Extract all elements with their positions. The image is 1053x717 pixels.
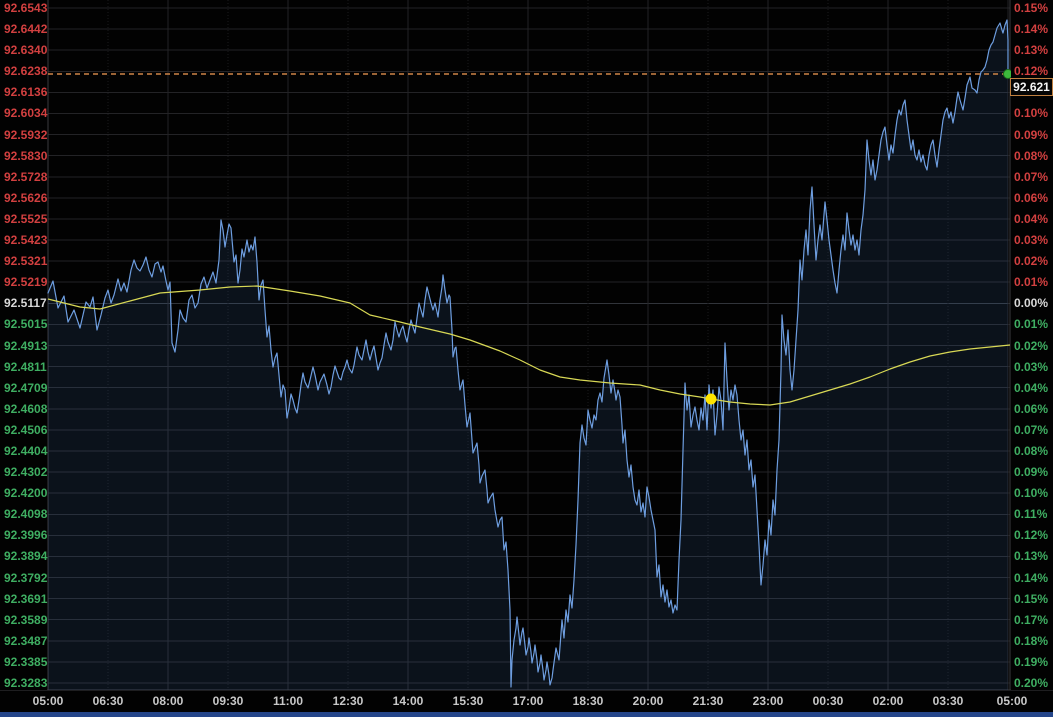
y-axis-percent-label: 0.12% bbox=[1014, 64, 1049, 79]
y-axis-price-label: 92.4608 bbox=[4, 401, 48, 416]
y-axis-price-label: 92.5321 bbox=[4, 254, 48, 269]
y-axis-price-label: 92.4811 bbox=[4, 359, 47, 374]
y-axis-percent-label: 0.09% bbox=[1014, 465, 1049, 480]
y-axis-percent-label: 0.06% bbox=[1014, 190, 1049, 205]
y-axis-price-label: 92.3589 bbox=[4, 612, 48, 627]
y-axis-price-label: 92.4506 bbox=[4, 422, 48, 437]
y-axis-price-label: 92.6543 bbox=[4, 1, 48, 15]
x-axis-time-label: 23:00 bbox=[752, 694, 784, 708]
x-axis-time-label: 08:00 bbox=[152, 694, 184, 708]
x-axis-time-label: 05:00 bbox=[996, 694, 1028, 708]
y-axis-percent-label: 0.07% bbox=[1014, 422, 1049, 437]
y-axis-price-label: 92.5015 bbox=[4, 317, 48, 332]
y-axis-percent-label: 0.10% bbox=[1014, 486, 1049, 501]
x-axis-time-label: 18:30 bbox=[572, 694, 604, 708]
y-axis-percent-label: 0.03% bbox=[1014, 233, 1049, 248]
y-axis-price-label: 92.4913 bbox=[4, 338, 48, 353]
x-axis-time-label: 17:00 bbox=[512, 694, 544, 708]
y-axis-percent-label: 0.08% bbox=[1014, 148, 1049, 163]
ma-marker-dot bbox=[705, 393, 717, 405]
y-axis-price-label: 92.3792 bbox=[4, 570, 48, 585]
y-axis-price-label: 92.5932 bbox=[4, 127, 48, 142]
x-axis-time-label: 06:30 bbox=[92, 694, 124, 708]
y-axis-percent-label: 0.13% bbox=[1014, 43, 1049, 58]
y-axis-percent-label: 0.01% bbox=[1014, 275, 1049, 290]
y-axis-percent-label: 0.12% bbox=[1014, 528, 1049, 543]
y-axis-percent-label: 0.02% bbox=[1014, 338, 1049, 353]
y-axis-price-label: 92.4200 bbox=[4, 486, 48, 501]
y-axis-percent-label: 0.09% bbox=[1014, 127, 1049, 142]
x-axis-time-label: 12:30 bbox=[332, 694, 364, 708]
y-axis-percent-label: 0.20% bbox=[1014, 676, 1049, 690]
right-axis-background bbox=[1011, 0, 1053, 690]
y-axis-price-label: 92.3283 bbox=[4, 676, 48, 690]
x-axis-time-label: 14:00 bbox=[392, 694, 424, 708]
y-axis-price-label: 92.6136 bbox=[4, 85, 48, 100]
x-axis-time-label: 15:30 bbox=[452, 694, 484, 708]
x-axis-time-label: 09:30 bbox=[212, 694, 244, 708]
y-axis-price-label: 92.5830 bbox=[4, 148, 48, 163]
y-axis-price-label: 92.6238 bbox=[4, 64, 48, 79]
y-axis-price-label: 92.3487 bbox=[4, 633, 48, 648]
y-axis-price-label: 92.4404 bbox=[4, 443, 48, 458]
y-axis-price-label: 92.5117 bbox=[4, 296, 47, 311]
y-axis-percent-label: 0.07% bbox=[1014, 169, 1049, 184]
y-axis-price-label: 92.3385 bbox=[4, 654, 48, 669]
y-axis-price-label: 92.5525 bbox=[4, 211, 48, 226]
y-axis-price-label: 92.4302 bbox=[4, 465, 48, 480]
y-axis-price-label: 92.6340 bbox=[4, 43, 48, 58]
x-axis-time-label: 05:00 bbox=[32, 694, 64, 708]
y-axis-percent-label: 0.18% bbox=[1014, 633, 1049, 648]
y-axis-price-label: 92.3894 bbox=[4, 549, 48, 564]
left-axis-background bbox=[0, 0, 47, 690]
y-axis-percent-label: 0.14% bbox=[1014, 570, 1049, 585]
y-axis-percent-label: 0.04% bbox=[1014, 211, 1049, 226]
y-axis-price-label: 92.3996 bbox=[4, 528, 48, 543]
y-axis-percent-label: 0.15% bbox=[1014, 591, 1049, 606]
y-axis-price-label: 92.5728 bbox=[4, 169, 48, 184]
last-price-tag: 92.621 bbox=[1010, 78, 1053, 96]
y-axis-percent-label: 0.17% bbox=[1014, 612, 1049, 627]
y-axis-percent-label: 0.00% bbox=[1014, 296, 1049, 311]
y-axis-percent-label: 0.04% bbox=[1014, 380, 1049, 395]
x-axis-time-label: 03:30 bbox=[932, 694, 964, 708]
x-axis-time-label: 20:00 bbox=[632, 694, 664, 708]
y-axis-percent-label: 0.11% bbox=[1014, 507, 1048, 522]
y-axis-price-label: 92.5626 bbox=[4, 190, 48, 205]
bottom-scrollbar-strip[interactable] bbox=[0, 712, 1053, 717]
y-axis-percent-label: 0.13% bbox=[1014, 549, 1049, 564]
y-axis-price-label: 92.5219 bbox=[4, 275, 48, 290]
x-axis-time-label: 21:30 bbox=[692, 694, 724, 708]
y-axis-percent-label: 0.19% bbox=[1014, 654, 1049, 669]
x-axis-time-label: 02:00 bbox=[872, 694, 904, 708]
y-axis-percent-label: 0.06% bbox=[1014, 401, 1049, 416]
x-axis-time-label: 00:30 bbox=[812, 694, 844, 708]
y-axis-price-label: 92.6034 bbox=[4, 106, 48, 121]
y-axis-percent-label: 0.15% bbox=[1014, 1, 1049, 15]
x-axis-time-label: 11:00 bbox=[272, 694, 304, 708]
y-axis-percent-label: 0.14% bbox=[1014, 22, 1049, 37]
y-axis-percent-label: 0.01% bbox=[1014, 317, 1049, 332]
y-axis-price-label: 92.6442 bbox=[4, 22, 48, 37]
y-axis-percent-label: 0.03% bbox=[1014, 359, 1049, 374]
y-axis-percent-label: 0.02% bbox=[1014, 254, 1049, 269]
y-axis-percent-label: 0.08% bbox=[1014, 443, 1049, 458]
y-axis-price-label: 92.4709 bbox=[4, 380, 48, 395]
y-axis-price-label: 92.4098 bbox=[4, 507, 48, 522]
y-axis-price-label: 92.5423 bbox=[4, 233, 48, 248]
y-axis-price-label: 92.3691 bbox=[4, 591, 48, 606]
y-axis-percent-label: 0.10% bbox=[1014, 106, 1049, 121]
